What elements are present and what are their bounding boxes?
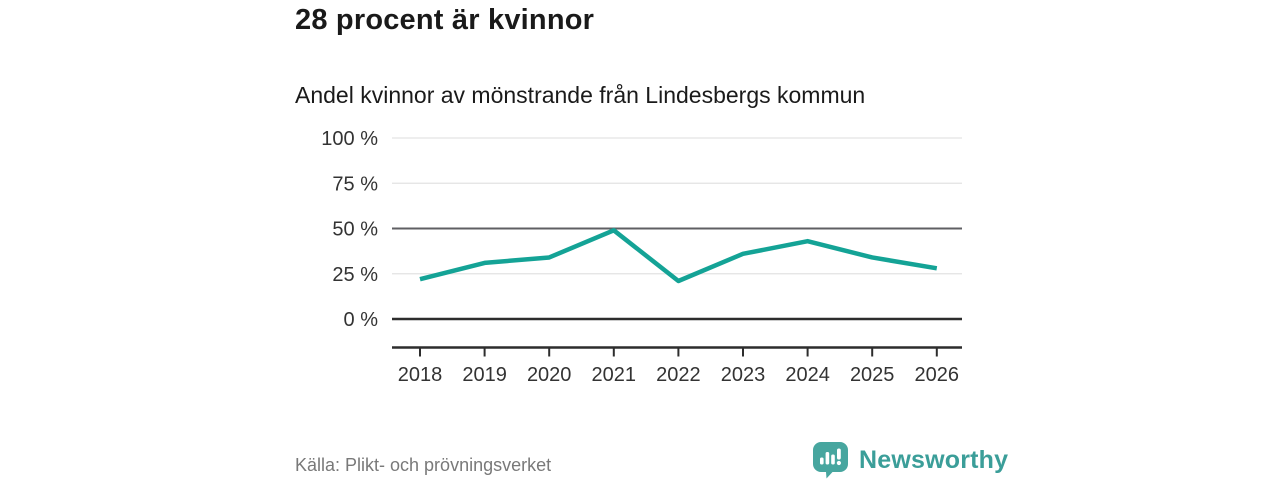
y-axis-tick-label: 100 % xyxy=(321,128,378,150)
x-axis-tick-label: 2023 xyxy=(721,364,766,386)
chart-subtitle: Andel kvinnor av mönstrande från Lindesb… xyxy=(295,82,866,108)
newsworthy-logo-icon xyxy=(813,442,848,479)
x-axis-tick-label: 2025 xyxy=(850,364,895,386)
x-axis-tick-label: 2019 xyxy=(462,364,507,386)
x-axis-tick-label: 2026 xyxy=(915,364,960,386)
x-axis-tick-label: 2021 xyxy=(592,364,637,386)
y-axis-tick-label: 0 % xyxy=(344,309,379,331)
source-note: Källa: Plikt- och prövningsverket xyxy=(295,455,552,475)
y-axis-tick-label: 25 % xyxy=(332,264,378,286)
y-axis-tick-label: 50 % xyxy=(332,219,378,241)
y-axis-tick-label: 75 % xyxy=(332,173,378,195)
x-axis-tick-label: 2018 xyxy=(398,364,443,386)
x-axis-tick-label: 2020 xyxy=(527,364,572,386)
x-axis-tick-label: 2022 xyxy=(656,364,701,386)
data-series-line xyxy=(419,228,938,284)
brand-wordmark: Newsworthy xyxy=(859,445,1009,474)
brand-logo: Newsworthy xyxy=(812,441,1008,479)
x-axis-tick-label: 2024 xyxy=(785,364,830,386)
chart-title: 28 procent är kvinnor xyxy=(295,4,595,36)
